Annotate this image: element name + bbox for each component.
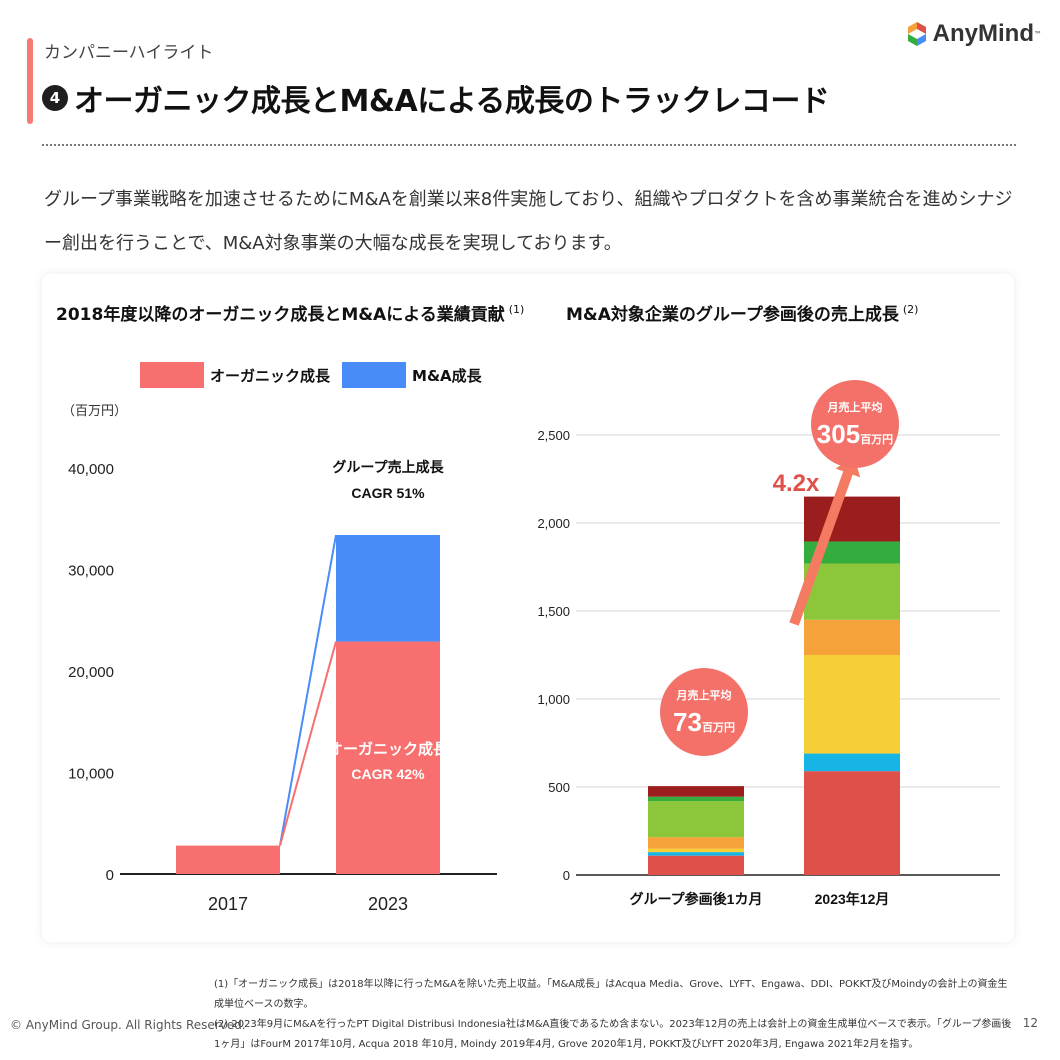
left-ytick-label: 20,000 (68, 664, 114, 681)
right-chart-title: M&A対象企業のグループ参画後の売上成長 (2) (566, 300, 918, 325)
legend-label-ma: M&A成長 (412, 366, 482, 385)
left-ytick-label: 40,000 (68, 461, 114, 478)
right-chart: 0 500 1,000 1,500 2,000 2,500 グループ参画後1カ月 2023年… (537, 380, 1000, 907)
group-growth-label: グループ売上成長 (332, 459, 444, 475)
right-category-label: グループ参画後1カ月 (630, 891, 763, 907)
accent-bar (27, 38, 33, 124)
left-chart-unit-label: （百万円） (62, 403, 127, 418)
footnote-2: (2) 2023年9月にM&Aを行ったPT Digital Distribusi… (214, 1019, 1012, 1050)
legend-swatch-organic (140, 362, 204, 388)
footnote-1: (1)「オーガニック成長」は2018年以降に行ったM&Aを除いた売上収益。「M&… (214, 979, 1008, 1010)
right-ytick-label: 2,500 (537, 428, 570, 443)
left-category-label: 2023 (368, 894, 408, 914)
footnotes: (1)「オーガニック成長」は2018年以降に行ったM&Aを除いた売上収益。「M&… (214, 975, 1014, 1055)
left-ma-growth-line (279, 534, 337, 846)
section-number-badge: 4 (42, 85, 68, 111)
right-bar-segment-6-1 (648, 796, 744, 802)
chart-panel: 2018年度以降のオーガニック成長とM&Aによる業績貢献 (1) M&A対象企業の… (42, 274, 1014, 942)
right-chart-note: (2) (902, 303, 919, 317)
page-title: オーガニック成長とM&Aによる成長のトラックレコード (74, 84, 830, 119)
right-bar-segment-7-2 (804, 496, 900, 542)
right-ytick-label: 1,000 (537, 692, 570, 707)
logo-trademark: ™ (1034, 29, 1042, 39)
left-bar-organic-2017 (176, 845, 280, 874)
bubble-value: 305百万円 (817, 419, 893, 449)
right-bar-segment-7-1 (648, 786, 744, 797)
right-bar-segment-6-2 (804, 541, 900, 564)
left-category-label: 2017 (208, 894, 248, 914)
legend-swatch-ma (342, 362, 407, 388)
left-chart-title: 2018年度以降のオーガニック成長とM&Aによる業績貢献 (1) (56, 300, 524, 325)
growth-arrow (789, 456, 861, 626)
section-label: カンパニーハイライト (44, 43, 214, 63)
right-bar-segment-4-2 (804, 619, 900, 655)
right-bar-segment-2-1 (648, 852, 744, 856)
logo-text: AnyMind (932, 20, 1034, 47)
bubble-label: 月売上平均 (827, 400, 883, 414)
organic-cagr-label: CAGR 42% (351, 766, 425, 782)
left-ytick-label: 30,000 (68, 563, 114, 580)
right-bar-segment-4-1 (648, 837, 744, 849)
left-ytick-label: 10,000 (68, 766, 114, 783)
anymind-logo: AnyMind ™ (905, 20, 1042, 48)
left-chart: （百万円） 0 10,000 20,000 30,000 40,000 2017 2023… (62, 403, 497, 914)
right-bar-segment-2-2 (804, 753, 900, 772)
legend-label-organic: オーガニック成長 (210, 366, 331, 385)
left-organic-growth-line (279, 641, 337, 846)
right-bar-segment-3-1 (648, 848, 744, 853)
intro-text: グループ事業戦略を加速させるためにM&Aを創業以来8件実施しており、組織やプロダ… (44, 189, 1013, 254)
page-number: 12 (1022, 1016, 1038, 1030)
left-bar-organic-2023 (336, 641, 440, 874)
right-bar-segment-3-2 (804, 655, 900, 754)
bubble-label: 月売上平均 (676, 688, 732, 702)
anymind-logo-icon (907, 22, 926, 46)
right-ytick-label: 0 (563, 868, 570, 883)
left-bar-ma-2023 (336, 534, 440, 642)
monthly-average-bubble (660, 668, 748, 756)
right-category-label: 2023年12月 (815, 891, 890, 907)
right-bar-segment-1-2 (804, 771, 900, 875)
bubble-value: 73百万円 (673, 707, 735, 737)
left-chart-note: (1) (508, 303, 525, 317)
right-ytick-label: 2,000 (537, 516, 570, 531)
divider (42, 144, 1016, 146)
title-row: 4 オーガニック成長とM&Aによる成長のトラックレコード (42, 76, 830, 120)
copyright: © AnyMind Group. All Rights Reserved. (10, 1018, 246, 1032)
left-chart-legend: オーガニック成長 M&A成長 (140, 362, 494, 388)
right-bar-segment-5-2 (804, 563, 900, 620)
left-chart-title-text: 2018年度以降のオーガニック成長とM&Aによる業績貢献 (56, 305, 505, 325)
group-cagr-label: CAGR 51% (351, 485, 425, 501)
right-ytick-label: 500 (548, 780, 570, 795)
right-chart-title-text: M&A対象企業のグループ参画後の売上成長 (566, 305, 899, 325)
left-ytick-label: 0 (106, 867, 114, 884)
growth-multiple-label: 4.2x (773, 470, 820, 497)
organic-growth-label: オーガニック成長 (328, 740, 449, 758)
monthly-average-bubble (811, 380, 899, 468)
right-bar-segment-5-1 (648, 801, 744, 838)
right-bar-segment-1-1 (648, 855, 744, 875)
right-ytick-label: 1,500 (537, 604, 570, 619)
